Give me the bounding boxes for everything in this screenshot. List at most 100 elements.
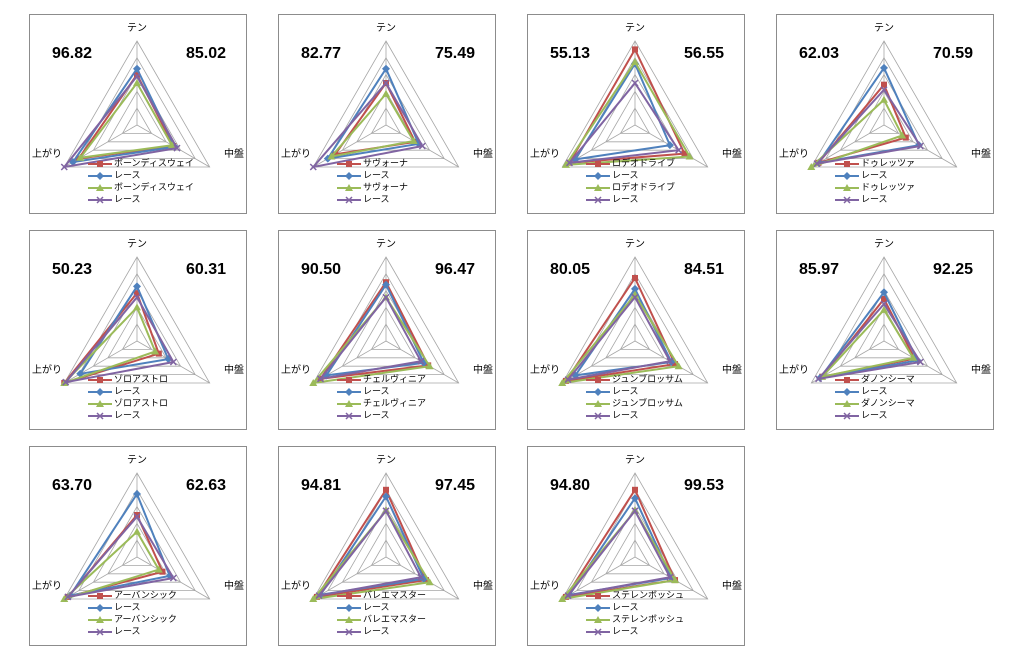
series-point (159, 568, 166, 575)
axis-label: 上がり (32, 147, 62, 160)
legend-marker (346, 161, 352, 167)
legend-marker (594, 172, 602, 180)
series-point (916, 142, 924, 150)
legend-swatch (586, 412, 610, 420)
series-line (63, 295, 175, 384)
grid-ring (63, 40, 211, 168)
legend-entry: レース (586, 170, 675, 182)
legend: チェルヴィニア レース チェルヴィニア レース (337, 374, 426, 422)
series-point (309, 595, 318, 602)
legend-swatch (586, 628, 610, 636)
legend-label: レース (861, 195, 888, 205)
score-left: 80.05 (550, 261, 591, 278)
series-point (631, 507, 639, 515)
legend-entry: ドゥレッツァ (835, 182, 915, 194)
series-point (814, 375, 823, 383)
series-point (133, 527, 141, 535)
legend-marker (595, 377, 601, 383)
series-line (310, 81, 424, 169)
legend-entry: ステレンボッシュ (586, 590, 684, 602)
legend-entry: レース (586, 410, 683, 422)
score-right: 96.47 (434, 261, 475, 278)
legend-swatch (835, 412, 859, 420)
legend-label: ボーンディスウェイ (114, 159, 194, 169)
legend-entry: サヴォーナ (337, 182, 408, 194)
axis-label: テン (376, 455, 396, 466)
legend-entry: ステレンボッシュ (586, 614, 684, 626)
grid-ring (78, 57, 196, 160)
grid-ring (619, 323, 651, 350)
grid-ring (619, 107, 651, 134)
series-point (76, 153, 85, 161)
series-line (565, 295, 672, 382)
series-point (564, 592, 572, 600)
legend-label: ロデオドライブ (612, 183, 676, 193)
score-right: 99.53 (683, 477, 724, 494)
series-point (64, 593, 72, 601)
axis-label: テン (127, 23, 147, 34)
series-point (902, 134, 909, 141)
legend-marker (595, 593, 601, 599)
legend-entry: アーバンシック (88, 614, 177, 626)
legend-marker (844, 161, 850, 167)
axis-label: テン (874, 239, 894, 250)
series-point (332, 151, 339, 158)
series-point (133, 513, 141, 521)
legend-label: レース (363, 411, 390, 421)
legend-label: レース (363, 603, 390, 613)
series-point (134, 71, 140, 78)
axis-label: テン (376, 23, 396, 34)
legend-label: ダノンシーマ (861, 375, 915, 385)
series-point (425, 362, 434, 370)
axis-label: テン (127, 239, 147, 250)
legend-label: レース (612, 411, 639, 421)
legend-swatch (586, 616, 610, 623)
grid-ring (868, 323, 900, 350)
legend-swatch (88, 388, 112, 396)
legend-entry: ジュンブロッサム (586, 374, 683, 386)
legend-swatch (337, 184, 361, 191)
grid-spoke (562, 556, 636, 600)
radar-chart-panel: テン 中盤 上がり 96.82 85.02 ボーンディスウェイ レース ボーンディスウェイ レー… (29, 14, 247, 214)
series-point (133, 79, 141, 86)
score-left: 63.70 (52, 477, 93, 494)
grid-ring (121, 323, 153, 350)
series-line (559, 293, 681, 385)
legend-entry: レース (88, 626, 177, 638)
legend-label: レース (363, 195, 390, 205)
score-right: 97.45 (434, 477, 475, 494)
series-point (169, 358, 177, 366)
series-line (316, 508, 423, 598)
series-point (60, 595, 69, 602)
legend-entry: レース (337, 602, 426, 614)
radar-chart-panel: テン 中盤 上がり 55.13 56.55 ロデオドライブ レース ロデオドライブ レース (527, 14, 745, 214)
series-line (563, 275, 677, 383)
series-point (327, 152, 336, 160)
series-point (881, 81, 887, 88)
legend-swatch (835, 400, 859, 407)
grid-ring (312, 472, 460, 600)
legend-label: チェルヴィニア (363, 399, 427, 409)
series-point (631, 79, 639, 87)
legend-marker (345, 628, 353, 636)
legend-swatch (88, 161, 112, 167)
legend-swatch (835, 388, 859, 396)
series-point (916, 358, 924, 366)
legend-marker (843, 172, 851, 180)
grid-ring (576, 273, 694, 376)
series-point (169, 574, 177, 582)
legend-swatch (88, 184, 112, 191)
series-point (68, 157, 77, 166)
axis-label: 中盤 (971, 147, 991, 160)
grid-spoke (313, 556, 387, 600)
series-point (414, 139, 423, 148)
grid-ring (121, 107, 153, 134)
legend-entry: アーバンシック (88, 590, 177, 602)
series-point (880, 63, 888, 72)
axis-label: 中盤 (722, 147, 742, 160)
legend-marker (345, 400, 353, 407)
legend-marker (96, 400, 104, 407)
grid-spoke (811, 124, 885, 168)
